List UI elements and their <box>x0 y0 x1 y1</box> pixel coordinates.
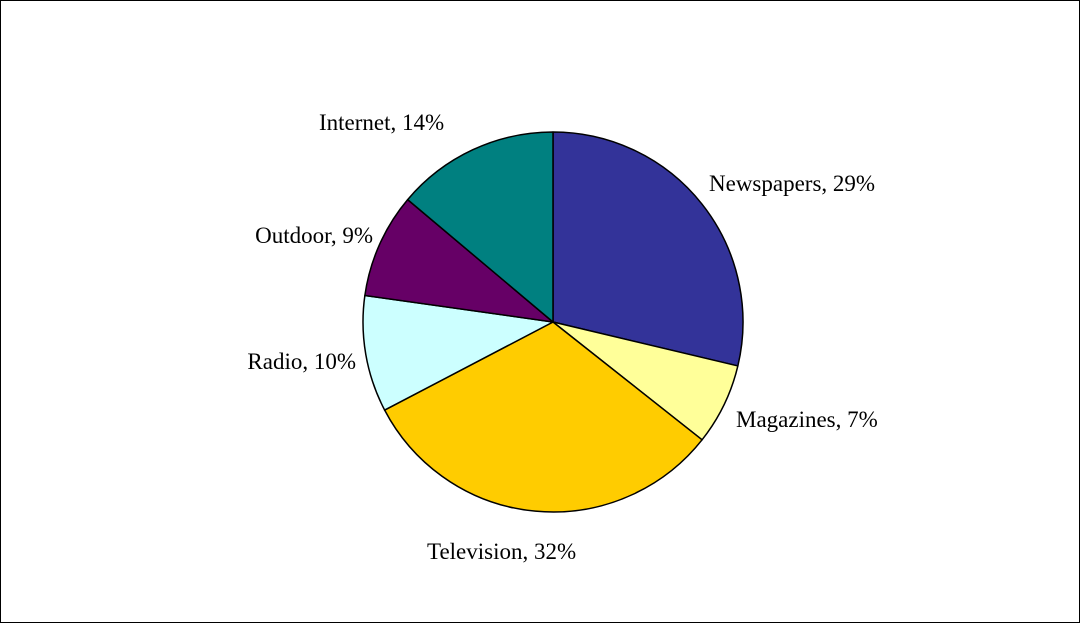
slice-label-radio: Radio, 10% <box>247 349 356 374</box>
pie-slice-outdoor <box>364 198 554 323</box>
slice-label-television: Television, 32% <box>427 539 576 564</box>
slice-label-newspapers: Newspapers, 29% <box>709 171 875 196</box>
pie-slice-television <box>383 321 703 513</box>
slice-label-outdoor: Outdoor, 9% <box>255 223 373 248</box>
slice-label-internet: Internet, 14% <box>319 110 444 135</box>
pie-labels: Newspapers, 29% Magazines, 7% Television, … <box>247 110 877 564</box>
pie-slice-internet <box>406 131 554 323</box>
slice-label-magazines: Magazines, 7% <box>736 407 878 432</box>
pie-slice-radio <box>362 294 554 411</box>
pie-slice-newspapers <box>552 131 744 367</box>
pie-slices <box>362 131 744 513</box>
